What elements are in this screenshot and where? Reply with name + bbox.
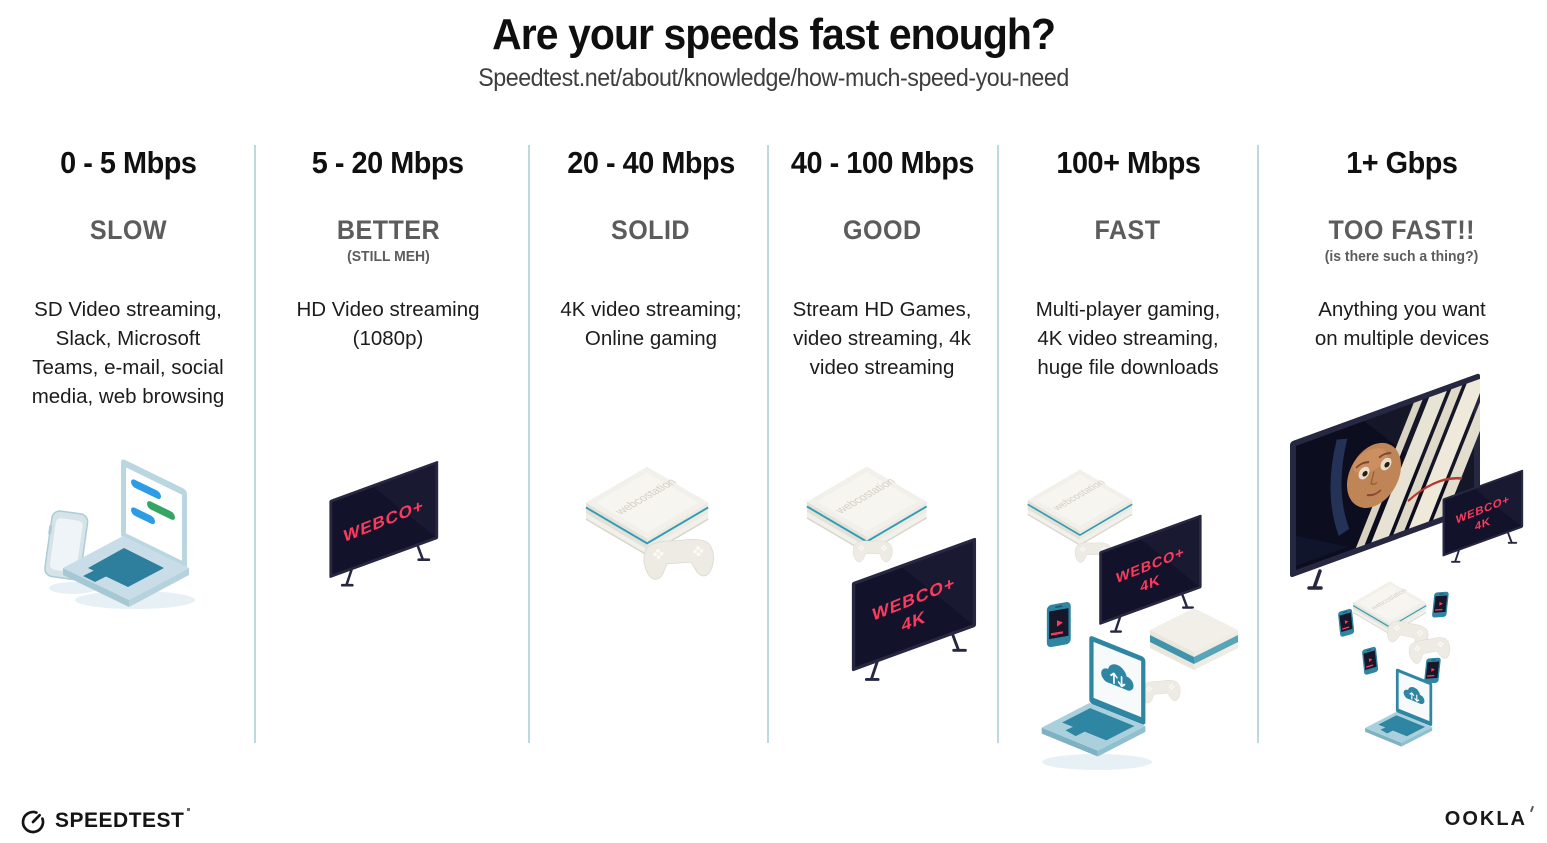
multi-device-illustration — [1026, 468, 1238, 770]
tier-description: HD Video streaming (1080p) — [296, 298, 480, 351]
astronaut-screen-image — [1296, 378, 1480, 566]
smartphone-icon — [1337, 608, 1355, 638]
tv-4k-icon — [850, 535, 978, 681]
speedtest-gauge-icon — [21, 810, 45, 834]
rating-note — [772, 248, 992, 265]
page-title: Are your speeds fast enough? — [0, 10, 1547, 60]
rating-label: SLOW — [89, 215, 167, 245]
tier-description: 4K video streaming; Online gaming — [560, 298, 742, 351]
ookla-logo: OOKLA — [1444, 805, 1534, 831]
speedtest-logo: SPEEDTEST — [20, 807, 191, 835]
movie-tv-icon — [1290, 373, 1480, 590]
trademark-mark — [187, 808, 191, 811]
slim-console-icon — [1150, 608, 1238, 670]
chat-bubble — [147, 501, 175, 520]
controller-icon — [1140, 679, 1182, 704]
speed-tier-column-5-20mbps: 5 - 20 Mbps BETTER (STILL MEH) HD Video … — [263, 145, 513, 785]
column-divider — [767, 145, 769, 743]
tier-description: Stream HD Games, video streaming, 4k vid… — [792, 298, 972, 380]
tier-description: Multi-player gaming, 4K video streaming,… — [1035, 298, 1221, 380]
smartphone-icon — [1431, 590, 1449, 620]
speed-tier-column-100mbps-plus: 100+ Mbps FAST Multi-player gaming, 4K v… — [1002, 145, 1254, 785]
speed-range-label: 1+ Gbps — [1346, 145, 1458, 180]
controller-icon — [642, 537, 716, 581]
rating-note — [1002, 248, 1254, 265]
speed-tier-column-40-100mbps: 40 - 100 Mbps GOOD Stream HD Games, vide… — [772, 145, 992, 785]
rating-label: BETTER — [336, 215, 440, 245]
game-console-icon — [1026, 468, 1134, 546]
rating-label: FAST — [1094, 215, 1162, 245]
speed-tier-column-1gbps-plus: 1+ Gbps TOO FAST!! (is there such a thin… — [1268, 145, 1536, 785]
source-url-text: Speedtest.net/about/knowledge/how-much-s… — [478, 64, 1069, 92]
speed-range-label: 20 - 40 Mbps — [567, 145, 735, 180]
rating-label: SOLID — [611, 215, 691, 245]
speed-range-label: 0 - 5 Mbps — [59, 145, 197, 180]
trademark-mark — [1530, 805, 1534, 813]
rating-label: TOO FAST!! — [1328, 215, 1476, 245]
page-title-text: Are your speeds fast enough? — [492, 10, 1056, 59]
column-divider — [254, 145, 256, 743]
source-url: Speedtest.net/about/knowledge/how-much-s… — [0, 64, 1547, 93]
game-console-illustration — [584, 465, 716, 581]
game-console-icon — [805, 465, 928, 554]
speed-range-label: 5 - 20 Mbps — [312, 145, 464, 180]
rating-label: GOOD — [842, 215, 922, 245]
tv-icon — [328, 459, 440, 587]
smartphone-icon — [1361, 646, 1379, 676]
tier-description: SD Video streaming, Slack, Microsoft Tea… — [31, 298, 225, 409]
ookla-wordmark: OOKLA — [1444, 808, 1527, 830]
console-and-4k-tv-illustration — [805, 465, 978, 681]
laptop-and-phone-illustration — [44, 459, 195, 609]
speed-range-label: 40 - 100 Mbps — [790, 145, 974, 180]
controller-icon — [852, 540, 893, 563]
speed-range-label: 100+ Mbps — [1055, 145, 1201, 180]
column-divider — [1257, 145, 1259, 743]
gigabit-device-cluster-illustration — [1290, 373, 1525, 748]
speed-tier-column-20-40mbps: 20 - 40 Mbps SOLID 4K video streaming; O… — [537, 145, 765, 785]
tier-description: Anything you want on multiple devices — [1314, 298, 1490, 351]
chat-bubble — [131, 507, 155, 525]
smartphone-icon — [1046, 601, 1071, 648]
rating-note — [537, 248, 765, 265]
rating-note: (STILL MEH) — [346, 248, 430, 265]
column-divider — [997, 145, 999, 743]
speed-tier-column-0-5mbps: 0 - 5 Mbps SLOW SD Video streaming, Slac… — [8, 145, 248, 785]
rating-note: (is there such a thing?) — [1325, 248, 1479, 265]
chat-bubble — [131, 479, 161, 500]
rating-note — [8, 248, 248, 265]
laptop-cloud-icon — [1364, 667, 1433, 748]
laptop-chat-icon — [63, 459, 189, 607]
speedtest-wordmark: SPEEDTEST — [55, 808, 191, 833]
column-divider — [528, 145, 530, 743]
laptop-cloud-icon — [1040, 634, 1147, 758]
hd-tv-illustration — [328, 459, 440, 587]
